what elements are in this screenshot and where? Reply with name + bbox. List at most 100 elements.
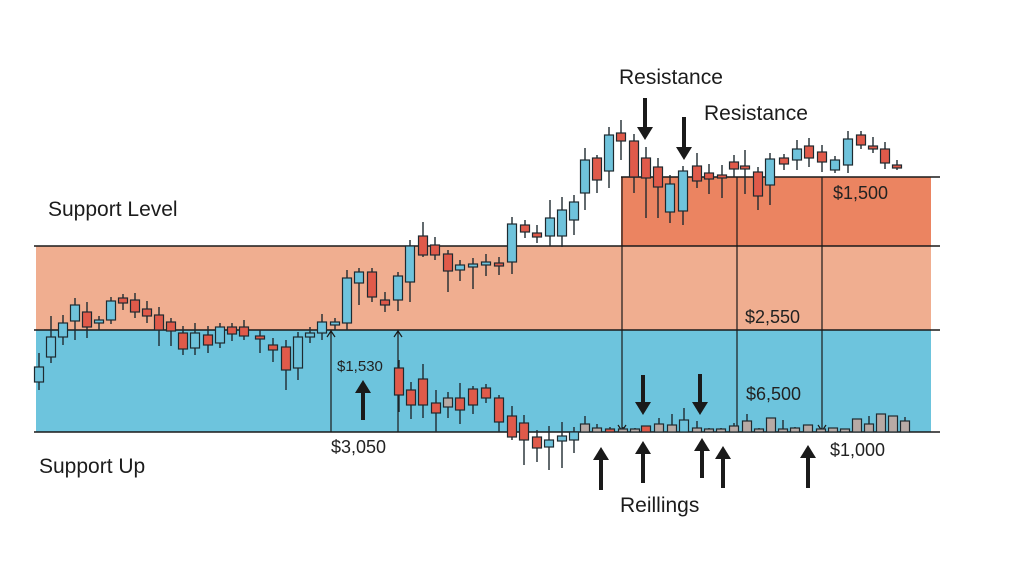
support-up-label: Support Up bbox=[39, 455, 146, 478]
candle-body bbox=[842, 138, 854, 166]
candle-body bbox=[556, 435, 568, 442]
candle-body bbox=[442, 397, 454, 408]
candle-body bbox=[591, 157, 603, 181]
candle-body bbox=[177, 332, 189, 350]
candle-body bbox=[417, 235, 429, 256]
candle-body bbox=[617, 428, 629, 433]
candle-body bbox=[392, 275, 404, 301]
candle-body bbox=[691, 165, 703, 182]
candle-body bbox=[815, 428, 827, 433]
candle-body bbox=[366, 271, 378, 298]
candle-body bbox=[816, 151, 828, 163]
candle-body bbox=[165, 321, 177, 332]
candle-body bbox=[454, 264, 466, 271]
candle-body bbox=[778, 157, 790, 165]
candle-body bbox=[863, 423, 875, 433]
candle-body bbox=[238, 326, 250, 337]
price-label-1000: $1,000 bbox=[830, 440, 886, 460]
candle-body bbox=[69, 304, 81, 322]
candle-body bbox=[867, 145, 879, 150]
candle-body bbox=[393, 367, 405, 396]
candle-body bbox=[728, 425, 740, 433]
support-zone bbox=[36, 330, 931, 432]
candle-body bbox=[117, 297, 129, 304]
candle-body bbox=[666, 424, 678, 433]
candle-body bbox=[803, 145, 815, 159]
candle-body bbox=[891, 164, 903, 169]
candle-body bbox=[202, 334, 214, 346]
candle-body bbox=[568, 201, 580, 221]
support-level-label: Support Level bbox=[48, 198, 178, 221]
candle-body bbox=[875, 413, 887, 433]
candle-body bbox=[789, 427, 801, 433]
candle-body bbox=[715, 428, 727, 433]
candle-body bbox=[531, 232, 543, 238]
candle-body bbox=[129, 299, 141, 313]
candle-body bbox=[591, 427, 603, 433]
candle-body bbox=[640, 157, 652, 179]
candle-body bbox=[739, 165, 751, 170]
candle-body bbox=[615, 132, 627, 142]
candle-body bbox=[341, 277, 353, 324]
candle-body bbox=[518, 422, 530, 441]
candle-body bbox=[405, 389, 417, 406]
candle-body bbox=[316, 321, 328, 334]
lower-candles bbox=[393, 360, 911, 470]
candle-body bbox=[678, 419, 690, 433]
candle-body bbox=[506, 223, 518, 263]
mid-zone bbox=[36, 246, 931, 330]
candle-body bbox=[454, 397, 466, 411]
candle-body bbox=[703, 172, 715, 180]
arrow-up-icon bbox=[355, 380, 371, 393]
candle-body bbox=[442, 253, 454, 272]
candle-body bbox=[568, 431, 580, 441]
candle-body bbox=[556, 209, 568, 237]
candle-body bbox=[105, 300, 117, 321]
candle-body bbox=[404, 245, 416, 283]
candle-body bbox=[652, 166, 664, 188]
arrow-up-icon bbox=[694, 438, 710, 451]
candle-body bbox=[531, 436, 543, 449]
candle-body bbox=[640, 425, 652, 433]
candle-body bbox=[493, 397, 505, 423]
candle-body bbox=[879, 148, 891, 164]
candle-body bbox=[45, 336, 57, 358]
candle-body bbox=[703, 428, 715, 433]
candle-body bbox=[716, 174, 728, 179]
candle-body bbox=[254, 335, 266, 340]
candle-body bbox=[664, 183, 676, 213]
candle-body bbox=[57, 322, 69, 338]
candle-body bbox=[519, 224, 531, 233]
candle-body bbox=[304, 332, 316, 338]
candle-body bbox=[543, 439, 555, 448]
candle-body bbox=[829, 159, 841, 171]
candle-body bbox=[292, 336, 304, 369]
candle-body bbox=[777, 428, 789, 433]
candle-body bbox=[480, 261, 492, 266]
candle-body bbox=[764, 158, 776, 186]
candle-body bbox=[802, 424, 814, 433]
candle-body bbox=[430, 402, 442, 414]
candle-body bbox=[604, 428, 616, 433]
candle-body bbox=[629, 428, 641, 433]
arrowhead-up-icon bbox=[326, 329, 336, 338]
arrow-down-icon bbox=[635, 402, 651, 415]
candle-body bbox=[728, 161, 740, 170]
arrow-down-icon bbox=[637, 127, 653, 140]
candle-body bbox=[603, 134, 615, 172]
candle-body bbox=[839, 428, 851, 433]
candle-body bbox=[691, 427, 703, 433]
price-label-1500: $1,500 bbox=[833, 183, 889, 203]
candle-body bbox=[855, 134, 867, 146]
candle-body bbox=[214, 326, 226, 344]
candle-body bbox=[887, 415, 899, 433]
support-resistance-lines bbox=[34, 176, 940, 433]
candle-body bbox=[753, 428, 765, 433]
arrowhead-up-icon bbox=[393, 329, 403, 338]
reillings-label: Reillings bbox=[620, 494, 700, 517]
candle-body bbox=[379, 299, 391, 306]
candle-body bbox=[544, 217, 556, 237]
candle-body bbox=[141, 308, 153, 317]
candle-body bbox=[417, 378, 429, 406]
